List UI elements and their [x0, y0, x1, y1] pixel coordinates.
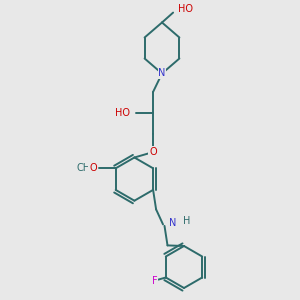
Text: HO: HO — [178, 4, 193, 14]
Text: N: N — [169, 218, 177, 228]
Text: O: O — [149, 147, 157, 157]
Text: HO: HO — [115, 107, 130, 118]
Text: O: O — [89, 163, 97, 173]
Text: F: F — [152, 275, 157, 286]
Text: H: H — [182, 216, 190, 226]
Text: N: N — [158, 68, 166, 79]
Text: CH₃: CH₃ — [76, 163, 95, 173]
